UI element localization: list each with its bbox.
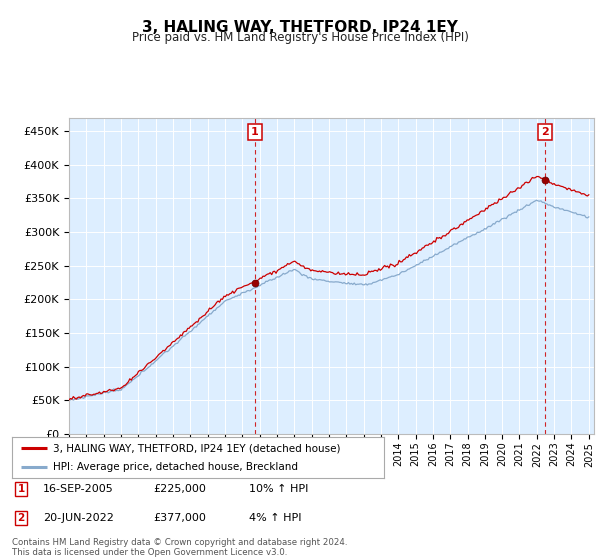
Text: 2: 2 [17, 513, 25, 523]
Text: 16-SEP-2005: 16-SEP-2005 [43, 484, 114, 494]
Text: 1: 1 [251, 127, 259, 137]
Text: 20-JUN-2022: 20-JUN-2022 [43, 513, 114, 523]
Text: Contains HM Land Registry data © Crown copyright and database right 2024.
This d: Contains HM Land Registry data © Crown c… [12, 538, 347, 557]
Text: 2: 2 [541, 127, 549, 137]
Text: 3, HALING WAY, THETFORD, IP24 1EY: 3, HALING WAY, THETFORD, IP24 1EY [142, 20, 458, 35]
Text: £377,000: £377,000 [153, 513, 206, 523]
Text: 4% ↑ HPI: 4% ↑ HPI [249, 513, 302, 523]
Text: HPI: Average price, detached house, Breckland: HPI: Average price, detached house, Brec… [53, 462, 298, 472]
Text: 1: 1 [17, 484, 25, 494]
Text: Price paid vs. HM Land Registry's House Price Index (HPI): Price paid vs. HM Land Registry's House … [131, 31, 469, 44]
Text: 10% ↑ HPI: 10% ↑ HPI [249, 484, 308, 494]
Text: £225,000: £225,000 [153, 484, 206, 494]
Text: 3, HALING WAY, THETFORD, IP24 1EY (detached house): 3, HALING WAY, THETFORD, IP24 1EY (detac… [53, 444, 340, 453]
